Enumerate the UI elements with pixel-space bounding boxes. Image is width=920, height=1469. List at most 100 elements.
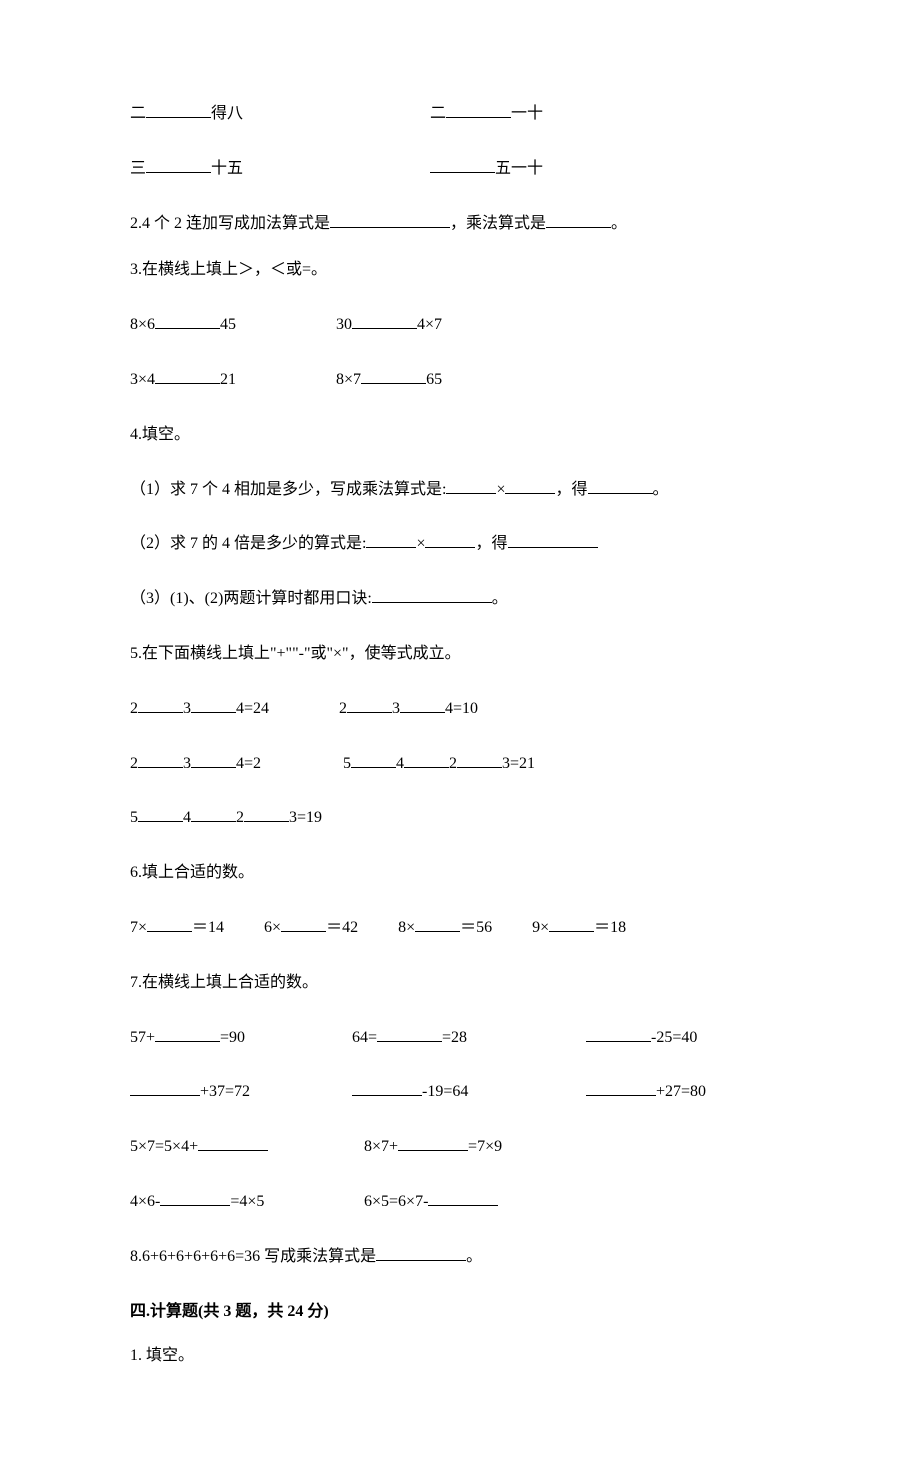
blank[interactable] bbox=[351, 767, 396, 768]
text: 5 bbox=[343, 755, 351, 772]
blank[interactable] bbox=[191, 767, 236, 768]
text: 五一十 bbox=[495, 160, 543, 177]
q8-line: 8.6+6+6+6+6+6=36 写成乘法算式是 。 bbox=[130, 1243, 790, 1272]
text: 3=21 bbox=[502, 755, 535, 772]
blank[interactable] bbox=[281, 931, 326, 932]
text: 四.计算题(共 3 题，共 24 分) bbox=[130, 1303, 329, 1320]
blank[interactable] bbox=[372, 602, 492, 603]
text: 2 bbox=[339, 700, 347, 717]
text: =4×5 bbox=[230, 1193, 264, 1210]
text: ，得 bbox=[475, 535, 507, 552]
text: =90 bbox=[220, 1029, 245, 1046]
blank[interactable] bbox=[376, 1260, 466, 1261]
blank[interactable] bbox=[361, 383, 426, 384]
text: 二 bbox=[130, 105, 146, 122]
blank[interactable] bbox=[546, 227, 611, 228]
q4-sub-1: （1）求 7 个 4 相加是多少，写成乘法算式是:×，得。 bbox=[130, 476, 790, 505]
blank[interactable] bbox=[428, 1205, 498, 1206]
text: × bbox=[496, 481, 505, 498]
text: 2 bbox=[236, 809, 244, 826]
text: 7.在横线上填上合适的数。 bbox=[130, 974, 318, 991]
text: 3 bbox=[392, 700, 400, 717]
text: 3 bbox=[183, 755, 191, 772]
text: 8× bbox=[398, 919, 415, 936]
text: 2 bbox=[130, 700, 138, 717]
blank[interactable] bbox=[138, 821, 183, 822]
text: ＝56 bbox=[460, 919, 492, 936]
q4-heading: 4.填空。 bbox=[130, 421, 790, 450]
text: （2）求 7 的 4 倍是多少的算式是: bbox=[130, 535, 366, 552]
text: （1）求 7 个 4 相加是多少，写成乘法算式是: bbox=[130, 481, 446, 498]
text: 57+ bbox=[130, 1029, 155, 1046]
text: 三 bbox=[130, 160, 146, 177]
text: （3）(1)、(2)两题计算时都用口诀: bbox=[130, 590, 372, 607]
blank[interactable] bbox=[366, 547, 416, 548]
q7-row-4: 4×6-=4×5 6×5=6×7- bbox=[130, 1188, 790, 1217]
blank[interactable] bbox=[400, 712, 445, 713]
blank[interactable] bbox=[415, 931, 460, 932]
text: 3×4 bbox=[130, 371, 155, 388]
blank[interactable] bbox=[244, 821, 289, 822]
blank[interactable] bbox=[146, 172, 211, 173]
blank[interactable] bbox=[457, 767, 502, 768]
q5-row-2: 234=25423=21 bbox=[130, 750, 790, 779]
blank[interactable] bbox=[147, 931, 192, 932]
blank[interactable] bbox=[404, 767, 449, 768]
blank[interactable] bbox=[430, 172, 495, 173]
text: 3.在横线上填上＞，＜或=。 bbox=[130, 261, 327, 278]
blank[interactable] bbox=[155, 328, 220, 329]
blank[interactable] bbox=[446, 117, 511, 118]
text: 4×6- bbox=[130, 1193, 160, 1210]
blank[interactable] bbox=[155, 383, 220, 384]
text: 4=10 bbox=[445, 700, 478, 717]
text: 4 bbox=[183, 809, 191, 826]
text: 2 bbox=[449, 755, 457, 772]
blank[interactable] bbox=[146, 117, 211, 118]
text: 5 bbox=[130, 809, 138, 826]
blank[interactable] bbox=[586, 1041, 651, 1042]
blank[interactable] bbox=[330, 227, 450, 228]
text: -25=40 bbox=[651, 1029, 697, 1046]
text: 65 bbox=[426, 371, 442, 388]
blank[interactable] bbox=[588, 493, 653, 494]
text: ，乘法算式是 bbox=[450, 215, 546, 232]
text: 。 bbox=[466, 1248, 482, 1265]
blank[interactable] bbox=[138, 767, 183, 768]
q5-row-1: 234=24234=10 bbox=[130, 695, 790, 724]
q2-line-1: 2.4 个 2 连加写成加法算式是，乘法算式是。 bbox=[130, 210, 790, 239]
blank[interactable] bbox=[191, 712, 236, 713]
text: -19=64 bbox=[422, 1083, 468, 1100]
blank[interactable] bbox=[425, 547, 475, 548]
blank[interactable] bbox=[446, 493, 496, 494]
blank[interactable] bbox=[155, 1041, 220, 1042]
text: 8×7 bbox=[336, 371, 361, 388]
blank[interactable] bbox=[198, 1150, 268, 1151]
text: 。 bbox=[653, 481, 669, 498]
text: × bbox=[416, 535, 425, 552]
blank[interactable] bbox=[549, 931, 594, 932]
text: 8.6+6+6+6+6+6=36 写成乘法算式是 bbox=[130, 1248, 376, 1265]
blank[interactable] bbox=[508, 547, 598, 548]
blank[interactable] bbox=[191, 821, 236, 822]
blank[interactable] bbox=[377, 1041, 442, 1042]
text: +27=80 bbox=[656, 1083, 706, 1100]
text: 。 bbox=[492, 590, 508, 607]
blank[interactable] bbox=[352, 328, 417, 329]
text: 8×6 bbox=[130, 316, 155, 333]
blank[interactable] bbox=[398, 1150, 468, 1151]
blank[interactable] bbox=[138, 712, 183, 713]
text: 4×7 bbox=[417, 316, 442, 333]
fill-top-row-1: 二得八 二一十 bbox=[130, 100, 790, 129]
text: 3=19 bbox=[289, 809, 322, 826]
blank[interactable] bbox=[505, 493, 555, 494]
text: 十五 bbox=[211, 160, 243, 177]
blank[interactable] bbox=[130, 1095, 200, 1096]
blank[interactable] bbox=[352, 1095, 422, 1096]
section-4-q1: 1. 填空。 bbox=[130, 1342, 790, 1371]
blank[interactable] bbox=[586, 1095, 656, 1096]
blank[interactable] bbox=[347, 712, 392, 713]
text: ＝42 bbox=[326, 919, 358, 936]
blank[interactable] bbox=[160, 1205, 230, 1206]
text: =28 bbox=[442, 1029, 467, 1046]
q5-heading: 5.在下面横线上填上"+""-"或"×"，使等式成立。 bbox=[130, 640, 790, 669]
